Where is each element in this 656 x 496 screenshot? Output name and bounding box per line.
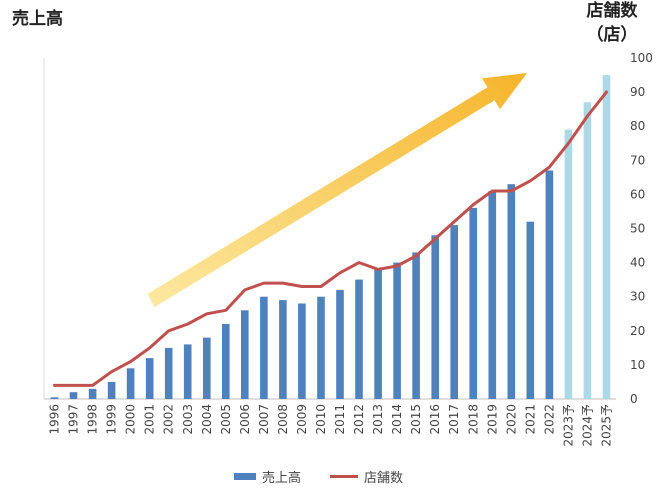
legend-swatch-sales xyxy=(234,473,256,480)
y-tick-label: 10 xyxy=(630,358,645,372)
y-tick-label: 40 xyxy=(630,256,645,270)
bar-2019 xyxy=(488,191,497,399)
right-axis-title: 店舗数 xyxy=(587,0,639,21)
line-series xyxy=(53,90,608,387)
x-tick-label: 2009 xyxy=(295,404,309,435)
x-tick-label: 2013 xyxy=(371,404,385,435)
y-tick-label: 20 xyxy=(630,324,645,338)
bar-2024予 xyxy=(583,102,592,400)
y-tick-label: 70 xyxy=(630,153,645,167)
trend-arrow xyxy=(147,73,527,308)
bar-1996 xyxy=(50,397,59,399)
x-tick-label: 2016 xyxy=(428,404,442,435)
y-tick-label: 80 xyxy=(630,119,645,133)
x-tick-label: 1999 xyxy=(105,404,119,435)
x-tick-label: 2018 xyxy=(466,404,480,435)
x-tick-label: 2019 xyxy=(485,404,499,435)
bar-series xyxy=(50,75,611,400)
x-tick-label: 2007 xyxy=(257,404,271,435)
x-tick-label: 2021 xyxy=(523,404,537,435)
x-tick-label: 2004 xyxy=(200,404,214,435)
x-tick-label: 2012 xyxy=(352,404,366,435)
bar-2003 xyxy=(183,344,192,399)
left-axis-title: 売上高 xyxy=(12,8,63,29)
bar-1999 xyxy=(107,381,116,399)
bar-2011 xyxy=(336,289,344,399)
y-tick-label: 60 xyxy=(630,187,645,201)
bar-2018 xyxy=(469,208,477,399)
bar-2023予 xyxy=(564,129,573,399)
bar-2004 xyxy=(203,337,211,399)
x-tick-label: 2000 xyxy=(124,404,138,435)
bar-2016 xyxy=(431,235,439,399)
bar-2013 xyxy=(374,269,382,399)
x-tick-label: 2002 xyxy=(162,404,176,435)
x-tick-label: 1997 xyxy=(67,404,81,435)
right-axis-ticks: 0 10 20 30 40 50 60 70 80 90 100 xyxy=(630,51,653,406)
x-tick-label: 2017 xyxy=(447,404,461,435)
bar-2020 xyxy=(507,184,516,399)
x-tick-label: 2008 xyxy=(276,404,290,435)
bar-2008 xyxy=(279,300,287,399)
x-tick-label: 2023予 xyxy=(561,404,575,447)
bar-1997 xyxy=(69,392,78,399)
bar-2009 xyxy=(298,303,306,399)
bar-2000 xyxy=(126,368,135,399)
x-tick-label: 1996 xyxy=(48,404,62,435)
x-tick-label: 2011 xyxy=(333,404,347,435)
y-tick-label: 30 xyxy=(630,290,645,304)
right-axis-unit: （店） xyxy=(587,24,638,45)
x-tick-label: 2024予 xyxy=(581,404,595,447)
bar-2015 xyxy=(412,252,420,399)
x-tick-label: 2014 xyxy=(390,404,404,435)
x-tick-label: 2025予 xyxy=(600,404,614,447)
bar-1998 xyxy=(88,388,97,399)
bar-2002 xyxy=(164,347,173,399)
bar-2025予 xyxy=(602,75,611,399)
y-tick-label: 90 xyxy=(630,85,645,99)
bar-2005 xyxy=(222,324,230,399)
x-axis-ticks: 1996 1997 1998 1999 2000 2001 2002 2003 2004 2005… xyxy=(48,404,614,447)
stores-line xyxy=(53,90,608,387)
x-tick-label: 2010 xyxy=(314,404,328,435)
x-tick-label: 2022 xyxy=(542,404,556,435)
x-tick-label: 2006 xyxy=(238,404,252,435)
x-tick-label: 2015 xyxy=(409,404,423,435)
y-tick-label: 0 xyxy=(630,392,638,406)
bar-2021 xyxy=(526,221,535,399)
bar-2017 xyxy=(450,225,458,399)
bar-2012 xyxy=(355,279,363,399)
bar-2001 xyxy=(145,358,154,399)
x-tick-label: 2005 xyxy=(219,404,233,435)
x-tick-label: 1998 xyxy=(86,404,100,435)
x-tick-label: 2001 xyxy=(143,404,157,435)
bar-2014 xyxy=(393,262,401,399)
y-tick-label: 100 xyxy=(630,51,653,65)
legend: 売上高 店舗数 xyxy=(234,470,403,486)
bar-2007 xyxy=(260,296,268,399)
bar-2010 xyxy=(317,296,325,399)
bar-2022 xyxy=(545,170,554,399)
bar-2006 xyxy=(241,310,249,399)
x-tick-label: 2003 xyxy=(181,404,195,435)
x-tick-label: 2020 xyxy=(504,404,518,435)
legend-label-sales: 売上高 xyxy=(262,470,301,486)
y-tick-label: 50 xyxy=(630,222,645,236)
legend-label-stores: 店舗数 xyxy=(364,471,403,486)
